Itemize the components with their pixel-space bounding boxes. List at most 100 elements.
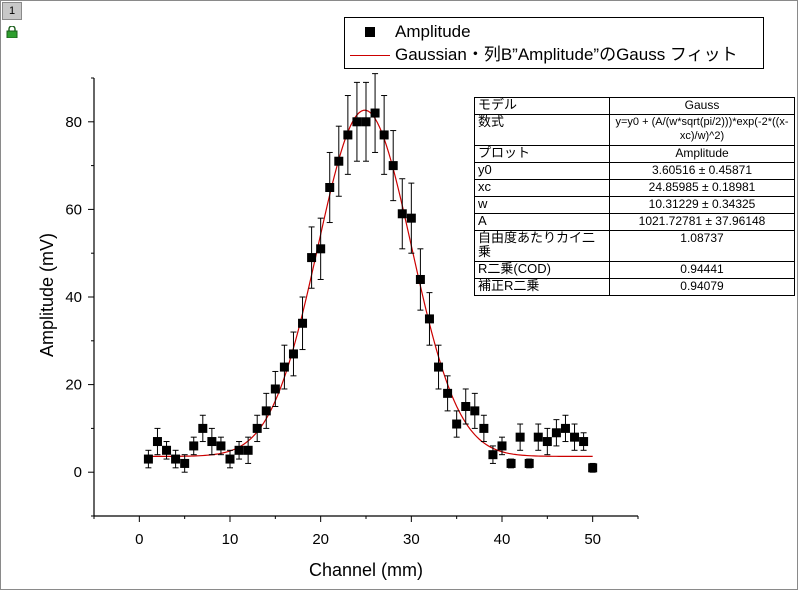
fit-table-value: 10.31229 ± 0.34325 xyxy=(609,196,795,214)
fit-table-key: モデル xyxy=(474,97,610,115)
data-point xyxy=(370,108,380,118)
data-point xyxy=(479,423,489,433)
data-point xyxy=(198,423,208,433)
data-point xyxy=(424,314,434,324)
data-point xyxy=(171,454,181,464)
data-point xyxy=(288,349,298,359)
data-point xyxy=(180,458,190,468)
x-tick-label: 20 xyxy=(312,531,329,548)
fit-table-value: Amplitude xyxy=(609,145,795,163)
fit-table-key: 補正R二乗 xyxy=(474,278,610,296)
data-point xyxy=(307,253,317,263)
layer-tab[interactable]: 1 xyxy=(2,2,22,20)
data-point xyxy=(452,419,462,429)
fit-table-value: 24.85985 ± 0.18981 xyxy=(609,179,795,197)
data-point xyxy=(506,458,516,468)
fit-table-value: 3.60516 ± 0.45871 xyxy=(609,162,795,180)
data-point xyxy=(488,450,498,460)
fit-table-row: 補正R二乗 0.94079 xyxy=(474,278,795,296)
axes xyxy=(88,77,639,522)
fit-results-table[interactable]: モデル Gauss 数式 y=y0 + (A/(w*sqrt(pi/2)))*exp(… xyxy=(474,97,795,296)
data-point xyxy=(551,428,561,438)
data-point xyxy=(461,402,471,411)
fit-table-row: y0 3.60516 ± 0.45871 xyxy=(474,162,795,180)
data-point xyxy=(570,432,580,442)
data-point xyxy=(443,388,453,398)
data-point xyxy=(243,445,253,455)
data-point xyxy=(270,384,280,394)
data-point xyxy=(207,437,217,447)
legend-label-scatter: Amplitude xyxy=(395,22,471,41)
data-points-layer xyxy=(143,108,598,473)
square-marker-icon xyxy=(365,27,375,37)
y-tick-label: 20 xyxy=(65,377,82,394)
y-tick-label: 80 xyxy=(65,114,82,131)
x-tick-label: 40 xyxy=(494,531,511,548)
data-point xyxy=(361,117,371,127)
fit-curve-layer xyxy=(148,109,593,458)
data-point xyxy=(343,130,353,140)
data-point xyxy=(542,437,552,447)
fit-table-row: プロット Amplitude xyxy=(474,145,795,163)
x-tick-label: 30 xyxy=(403,531,420,548)
x-tick-label: 0 xyxy=(135,531,143,548)
lock-icon[interactable] xyxy=(6,26,18,38)
fit-table-value: 1021.72781 ± 37.96148 xyxy=(609,213,795,231)
x-axis-label: Channel (mm) xyxy=(309,560,423,580)
data-point xyxy=(379,130,389,140)
data-point xyxy=(470,406,480,416)
data-point xyxy=(515,432,525,442)
data-point xyxy=(279,362,289,372)
data-point xyxy=(388,161,398,171)
data-point xyxy=(434,362,444,372)
fit-table-row: 数式 y=y0 + (A/(w*sqrt(pi/2)))*exp(-2*((x-x… xyxy=(474,114,795,146)
y-tick-label: 0 xyxy=(74,464,82,481)
line-marker-icon xyxy=(350,55,390,56)
fit-table-key: R二乗(COD) xyxy=(474,261,610,279)
fit-table-value: 1.08737 xyxy=(609,230,795,262)
fit-table-row: A 1021.72781 ± 37.96148 xyxy=(474,213,795,231)
fit-table-key: y0 xyxy=(474,162,610,180)
y-axis-label: Amplitude (mV) xyxy=(37,233,57,357)
legend[interactable]: Amplitude Gaussian・列B”Amplitude”のGauss フ… xyxy=(344,17,764,69)
data-point xyxy=(162,445,172,455)
data-point xyxy=(261,406,271,416)
fit-table-key: xc xyxy=(474,179,610,197)
data-point xyxy=(406,213,416,223)
data-point xyxy=(524,458,534,468)
fit-table-row: R二乗(COD) 0.94441 xyxy=(474,261,795,279)
x-tick-label: 50 xyxy=(584,531,601,548)
data-point xyxy=(298,318,308,328)
fit-table-row: w 10.31229 ± 0.34325 xyxy=(474,196,795,214)
data-point xyxy=(316,244,326,254)
fit-table-row: xc 24.85985 ± 0.18981 xyxy=(474,179,795,197)
x-tick-label: 10 xyxy=(222,531,239,548)
fit-table-key: 自由度あたりカイ二乗 xyxy=(474,230,610,262)
fit-table-key: A xyxy=(474,213,610,231)
fit-table-row: モデル Gauss xyxy=(474,97,795,115)
data-point xyxy=(334,156,344,166)
fit-table-value: 0.94441 xyxy=(609,261,795,279)
fit-table-value: y=y0 + (A/(w*sqrt(pi/2)))*exp(-2*((x-xc)… xyxy=(609,114,795,146)
fit-table-key: 数式 xyxy=(474,114,610,146)
tick-label-layer: 0 10 20 30 40 50 0 20 40 60 80 xyxy=(65,114,601,548)
data-point xyxy=(579,437,589,447)
data-point xyxy=(560,423,570,433)
data-point xyxy=(143,454,153,464)
data-point xyxy=(352,117,362,127)
y-tick-label: 60 xyxy=(65,201,82,218)
fit-table-key: プロット xyxy=(474,145,610,163)
data-point xyxy=(397,209,407,219)
legend-label-fit: Gaussian・列B”Amplitude”のGauss フィット xyxy=(395,45,738,64)
data-point xyxy=(497,441,507,451)
data-point xyxy=(533,432,543,442)
data-point xyxy=(189,441,199,451)
fit-table-value: Gauss xyxy=(609,97,795,115)
y-tick-label: 40 xyxy=(65,289,82,306)
data-point xyxy=(252,423,262,433)
fit-table-value: 0.94079 xyxy=(609,278,795,296)
fit-table-key: w xyxy=(474,196,610,214)
data-point xyxy=(234,445,244,455)
data-point xyxy=(216,441,226,451)
